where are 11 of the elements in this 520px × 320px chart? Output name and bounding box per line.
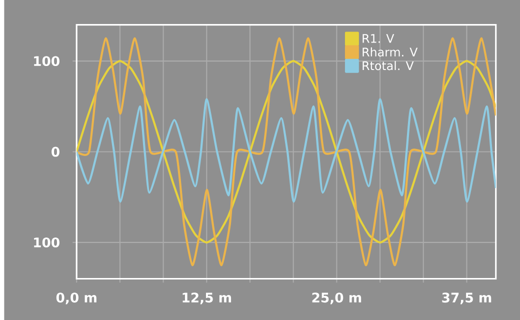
line-series [76, 98, 496, 203]
legend-label: R1. V [362, 34, 394, 43]
y-tick-label: 0 [52, 146, 60, 157]
legend-label: Rtotal. V [362, 60, 414, 70]
x-tick-label: 12,5 m [182, 292, 232, 304]
x-tick-label: 25,0 m [312, 292, 362, 304]
legend-label: Rharm. V [362, 47, 418, 56]
y-tick-label: 100 [34, 237, 60, 248]
x-tick-label: 0,0 m [56, 292, 96, 304]
x-tick-label: 37,5 m [442, 292, 492, 304]
y-tick-label: 100 [34, 56, 60, 66]
